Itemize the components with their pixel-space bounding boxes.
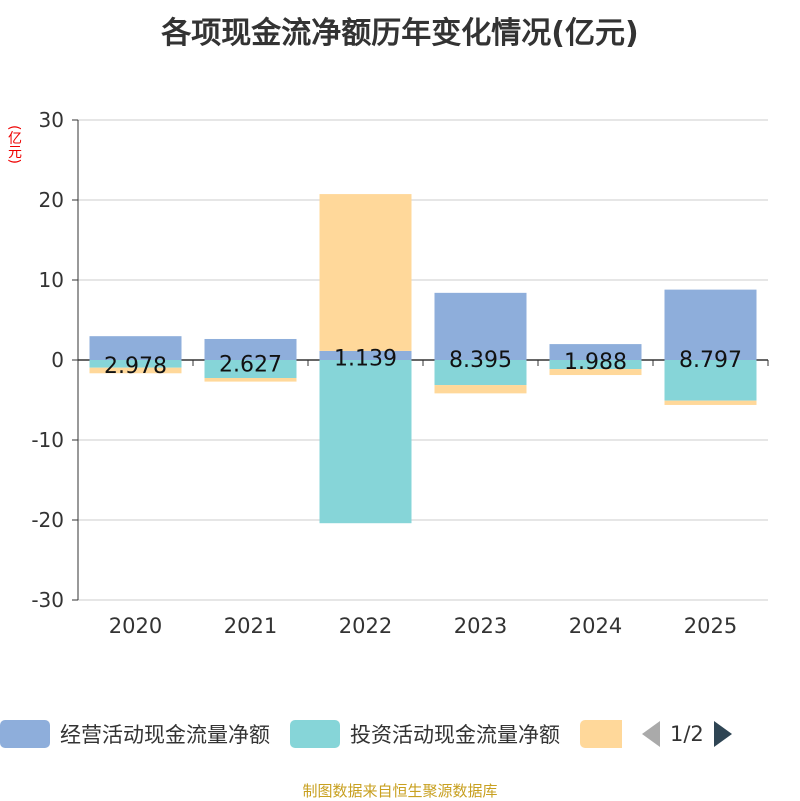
y-tick-label: 20 [39,188,64,212]
bar [664,289,757,360]
legend-label[interactable]: 投资活动现金流量净额 [350,723,560,747]
bar [204,360,297,378]
bar [319,194,412,351]
bar [89,367,182,374]
legend: 经营活动现金流量净额 投资活动现金流量净额 1/2 [0,718,732,750]
chart-title: 各项现金流净额历年变化情况(亿元) [161,16,639,51]
y-tick-label: 30 [39,108,64,132]
x-tick-label: 2022 [339,614,392,638]
data-label: 2.978 [104,354,167,379]
x-tick-label: 2021 [224,614,277,638]
bar [89,336,182,360]
data-label: 8.395 [449,348,512,373]
legend-prev-icon[interactable] [642,721,660,747]
data-label: 8.797 [679,348,742,373]
x-tick-label: 2024 [569,614,622,638]
x-tick-label: 2020 [109,614,162,638]
legend-next-icon[interactable] [713,721,732,747]
y-tick-label: 0 [51,348,64,372]
bar [549,344,642,360]
bar [549,360,642,370]
bar [319,360,412,524]
y-tick-label: -10 [31,428,64,452]
legend-page: 1/2 [670,722,704,746]
data-label: 2.627 [219,353,282,378]
bar [319,350,412,360]
y-tick-label: -30 [31,588,64,612]
legend-swatch[interactable] [580,720,622,748]
legend-swatch[interactable] [0,720,50,748]
x-tick-label: 2025 [684,614,737,638]
bar [204,338,297,360]
bar [664,400,757,405]
data-label: 1.988 [564,350,627,375]
bar [434,292,527,360]
bar [664,360,757,401]
bar [549,369,642,376]
legend-swatch[interactable] [290,720,340,748]
bar [434,385,527,394]
bar [204,378,297,382]
data-label: 1.139 [334,347,397,372]
source-footer: 制图数据来自恒生聚源数据库 [302,782,498,800]
bar [434,360,527,386]
y-axis-unit: (亿元) [6,125,22,164]
x-tick-label: 2023 [454,614,507,638]
bar [89,360,182,368]
chart-area: 30 20 10 0 -10 -20 -30 2020 2021 2022 2023 2024 2025… [31,108,769,638]
y-tick-label: 10 [39,268,64,292]
legend-label[interactable]: 经营活动现金流量净额 [60,723,270,747]
y-tick-label: -20 [31,508,64,532]
